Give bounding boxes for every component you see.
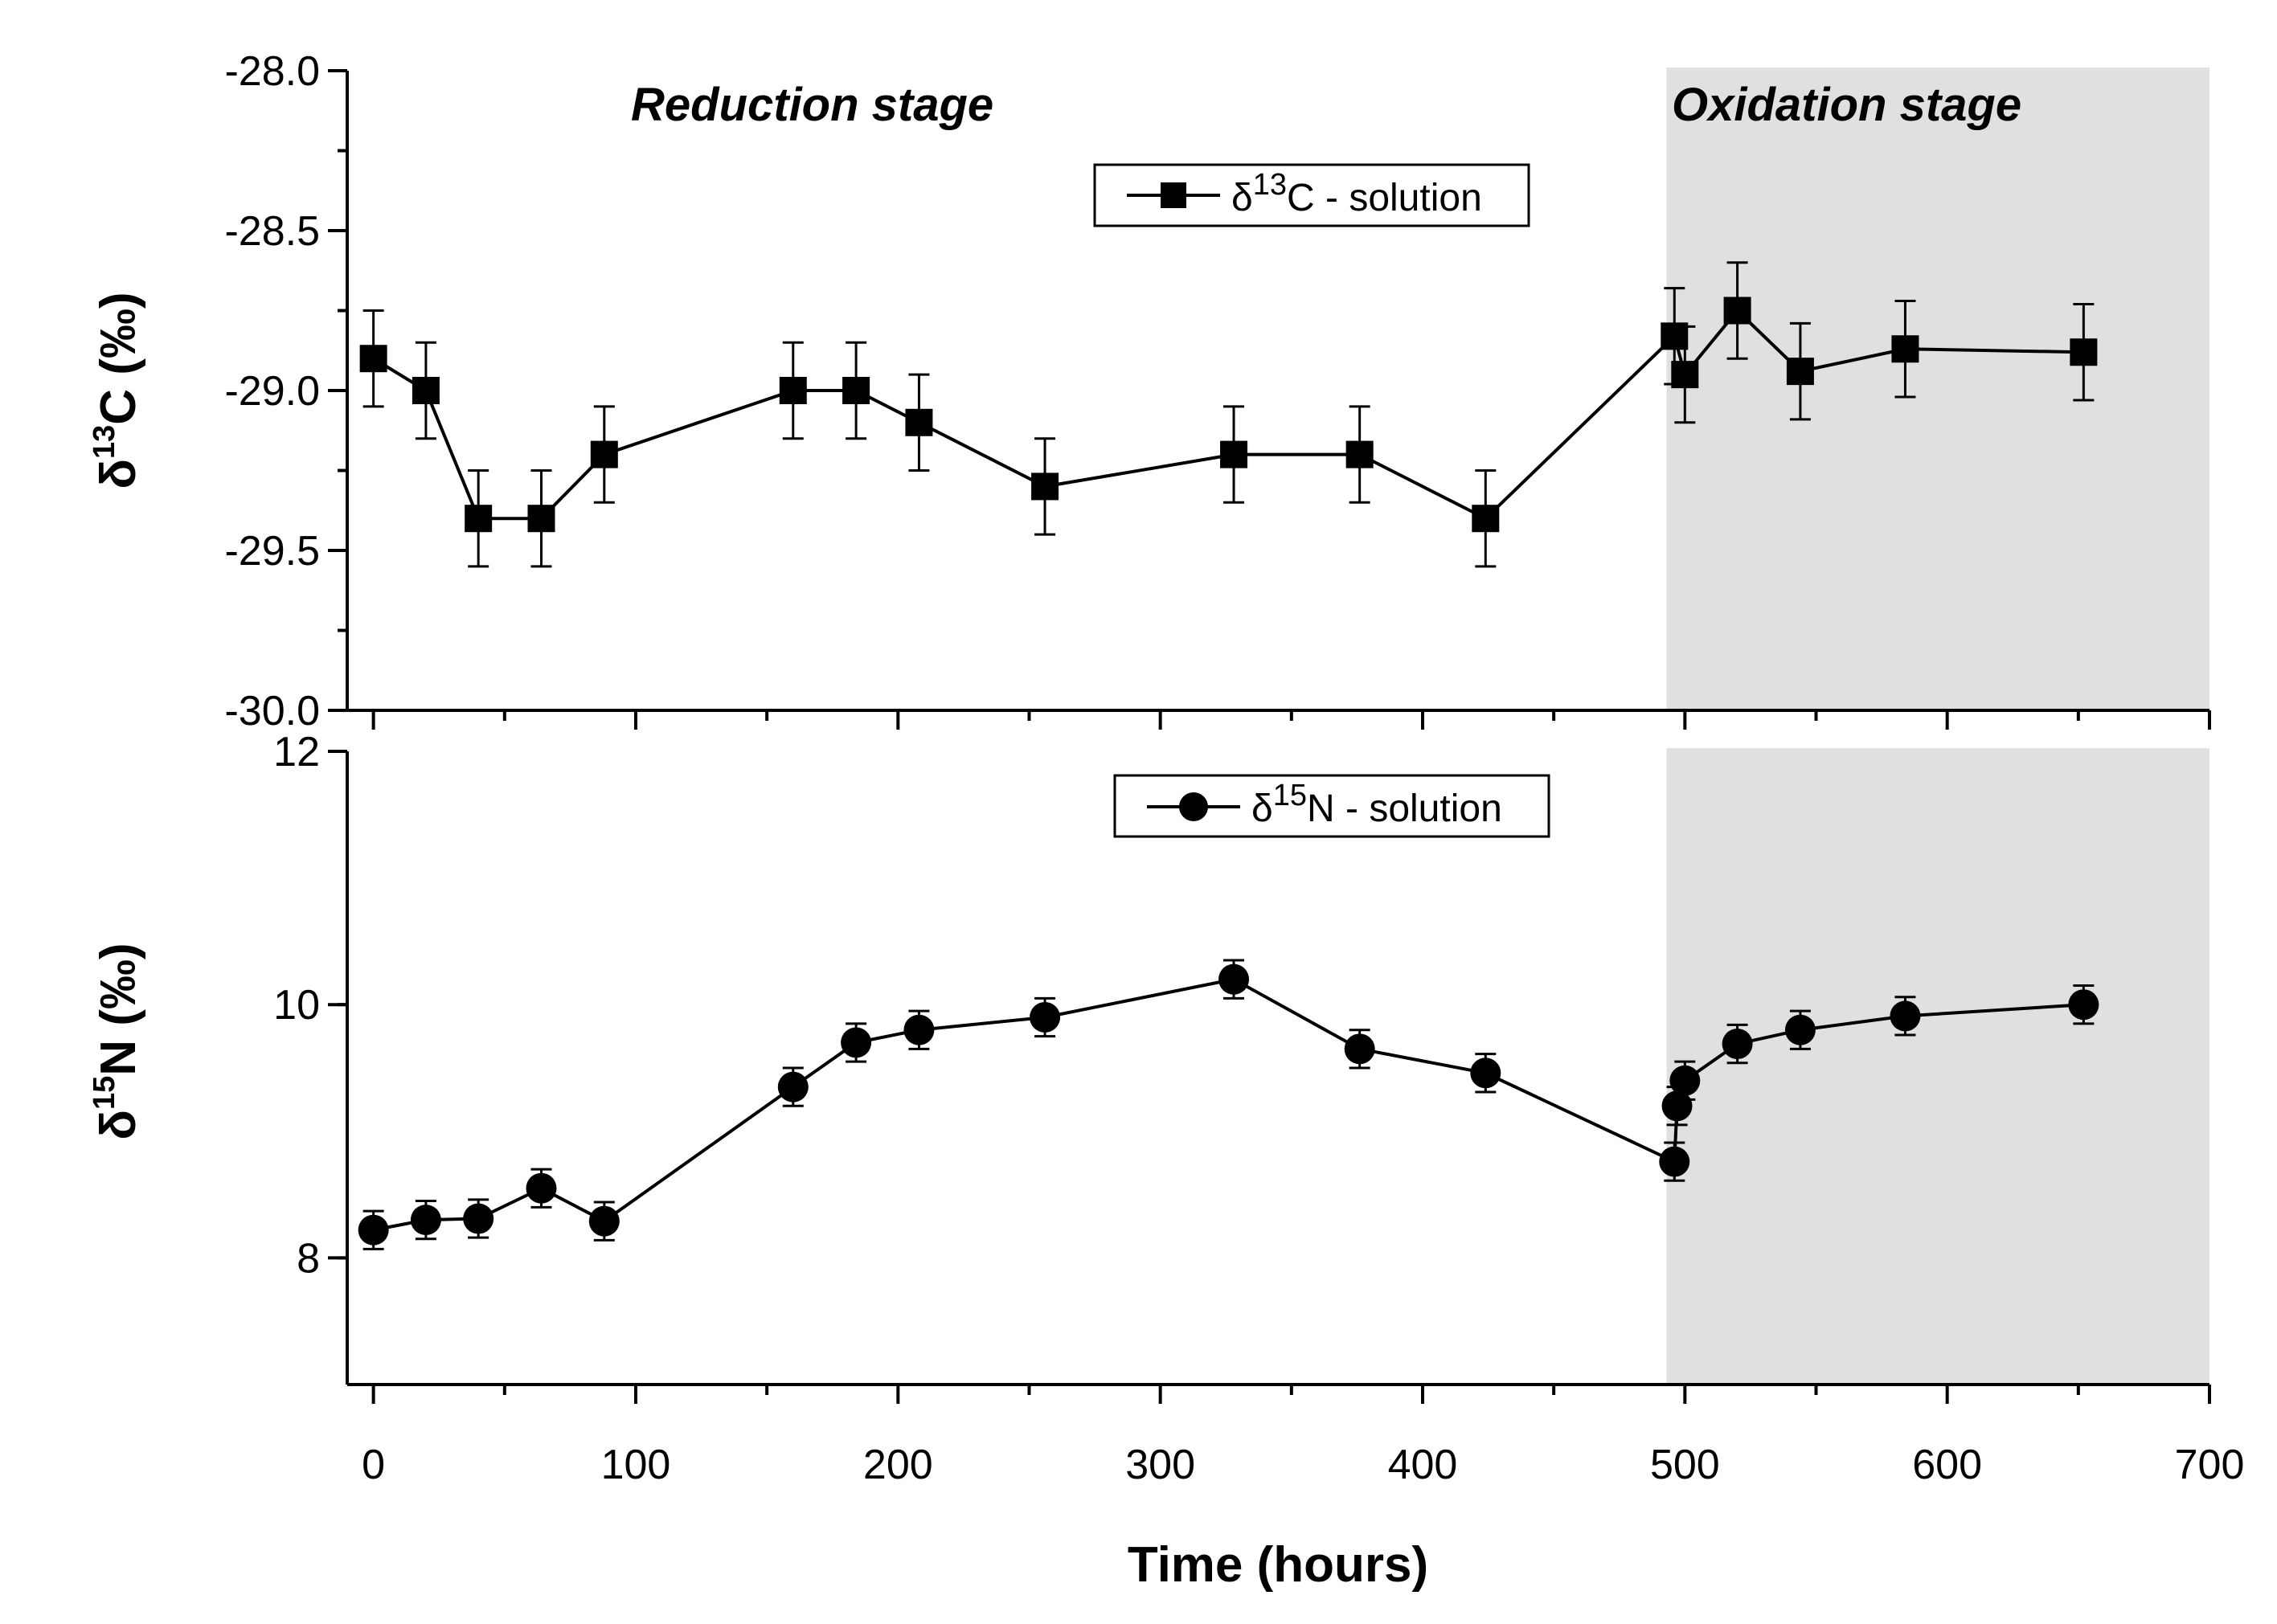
x-tick-label: 600 bbox=[1912, 1442, 1982, 1488]
oxidation-stage-label: Oxidation stage bbox=[1672, 79, 2021, 131]
nitrogen-data-point bbox=[588, 1205, 620, 1237]
carbon-data-point bbox=[842, 377, 870, 404]
oxidation-shaded-region-top bbox=[1666, 67, 2209, 710]
nitrogen-y-tick-label: 12 bbox=[273, 729, 320, 775]
nitrogen-legend-marker bbox=[1179, 792, 1208, 821]
carbon-data-point bbox=[1786, 358, 1814, 386]
bottom-axis-ticks: 8 10 12 0 100 200 300 400 500 600 700 bbox=[273, 729, 2244, 1488]
nitrogen-data-point bbox=[1344, 1033, 1375, 1065]
bottom-y-axis-title: δ15N (‰) bbox=[88, 943, 146, 1139]
nitrogen-data-point bbox=[1669, 1065, 1701, 1096]
nitrogen-legend-label: δ15N - solution bbox=[1251, 779, 1502, 830]
carbon-data-point bbox=[1220, 440, 1248, 468]
carbon-legend-marker bbox=[1161, 182, 1186, 208]
nitrogen-data-point bbox=[1722, 1029, 1753, 1060]
x-tick-label: 400 bbox=[1388, 1442, 1458, 1488]
carbon-y-tick-label: -29.5 bbox=[224, 528, 320, 575]
nitrogen-data-point bbox=[463, 1203, 494, 1234]
top-y-axis-title: δ13C (‰) bbox=[88, 292, 146, 489]
nitrogen-data-point bbox=[1659, 1146, 1690, 1177]
x-tick-label: 0 bbox=[362, 1442, 385, 1488]
nitrogen-data-point bbox=[1784, 1014, 1816, 1045]
carbon-data-point bbox=[779, 377, 807, 404]
x-tick-label: 200 bbox=[863, 1442, 933, 1488]
carbon-data-point bbox=[1671, 361, 1699, 389]
carbon-data-point bbox=[905, 408, 933, 436]
carbon-y-tick-label: -28.0 bbox=[224, 48, 320, 95]
carbon-data-point bbox=[1891, 335, 1919, 363]
carbon-data-point bbox=[590, 440, 618, 468]
nitrogen-data-point bbox=[1218, 963, 1250, 995]
nitrogen-data-point bbox=[841, 1027, 872, 1058]
nitrogen-data-point bbox=[777, 1071, 809, 1102]
nitrogen-data-point bbox=[1470, 1057, 1501, 1089]
nitrogen-data-point bbox=[2068, 989, 2099, 1021]
nitrogen-data-point bbox=[1890, 1000, 1921, 1032]
nitrogen-data-point bbox=[903, 1014, 935, 1045]
nitrogen-y-tick-label: 8 bbox=[297, 1235, 320, 1282]
x-axis-title: Time (hours) bbox=[1128, 1537, 1428, 1593]
carbon-data-point bbox=[1472, 505, 1500, 533]
carbon-data-point bbox=[1031, 472, 1059, 501]
reduction-stage-label: Reduction stage bbox=[631, 79, 993, 131]
carbon-legend-label: δ13C - solution bbox=[1231, 168, 1482, 219]
carbon-y-tick-label: -28.5 bbox=[224, 208, 320, 255]
carbon-series bbox=[359, 261, 2098, 568]
nitrogen-data-point bbox=[1030, 1001, 1061, 1033]
nitrogen-data-point bbox=[410, 1205, 441, 1236]
x-tick-label: 300 bbox=[1125, 1442, 1195, 1488]
carbon-y-tick-label: -29.0 bbox=[224, 368, 320, 415]
carbon-data-point bbox=[359, 345, 387, 373]
carbon-data-point bbox=[2070, 338, 2098, 366]
nitrogen-series bbox=[358, 959, 2099, 1250]
nitrogen-y-tick-label: 10 bbox=[273, 982, 320, 1029]
nitrogen-data-point bbox=[526, 1172, 557, 1204]
carbon-data-point bbox=[465, 505, 493, 533]
x-tick-label: 100 bbox=[601, 1442, 671, 1488]
x-tick-label: 700 bbox=[2175, 1442, 2245, 1488]
carbon-y-tick-label: -30.0 bbox=[224, 688, 320, 734]
nitrogen-legend: δ15N - solution bbox=[1113, 774, 1550, 838]
carbon-data-point bbox=[527, 505, 555, 533]
oxidation-shaded-region-bottom bbox=[1666, 748, 2209, 1385]
carbon-data-point bbox=[1723, 297, 1751, 325]
carbon-data-point bbox=[1345, 440, 1374, 468]
x-tick-label: 500 bbox=[1650, 1442, 1720, 1488]
carbon-data-point bbox=[412, 377, 440, 404]
carbon-legend: δ13C - solution bbox=[1093, 163, 1530, 227]
nitrogen-data-point bbox=[358, 1214, 389, 1246]
axes bbox=[346, 71, 2209, 1386]
